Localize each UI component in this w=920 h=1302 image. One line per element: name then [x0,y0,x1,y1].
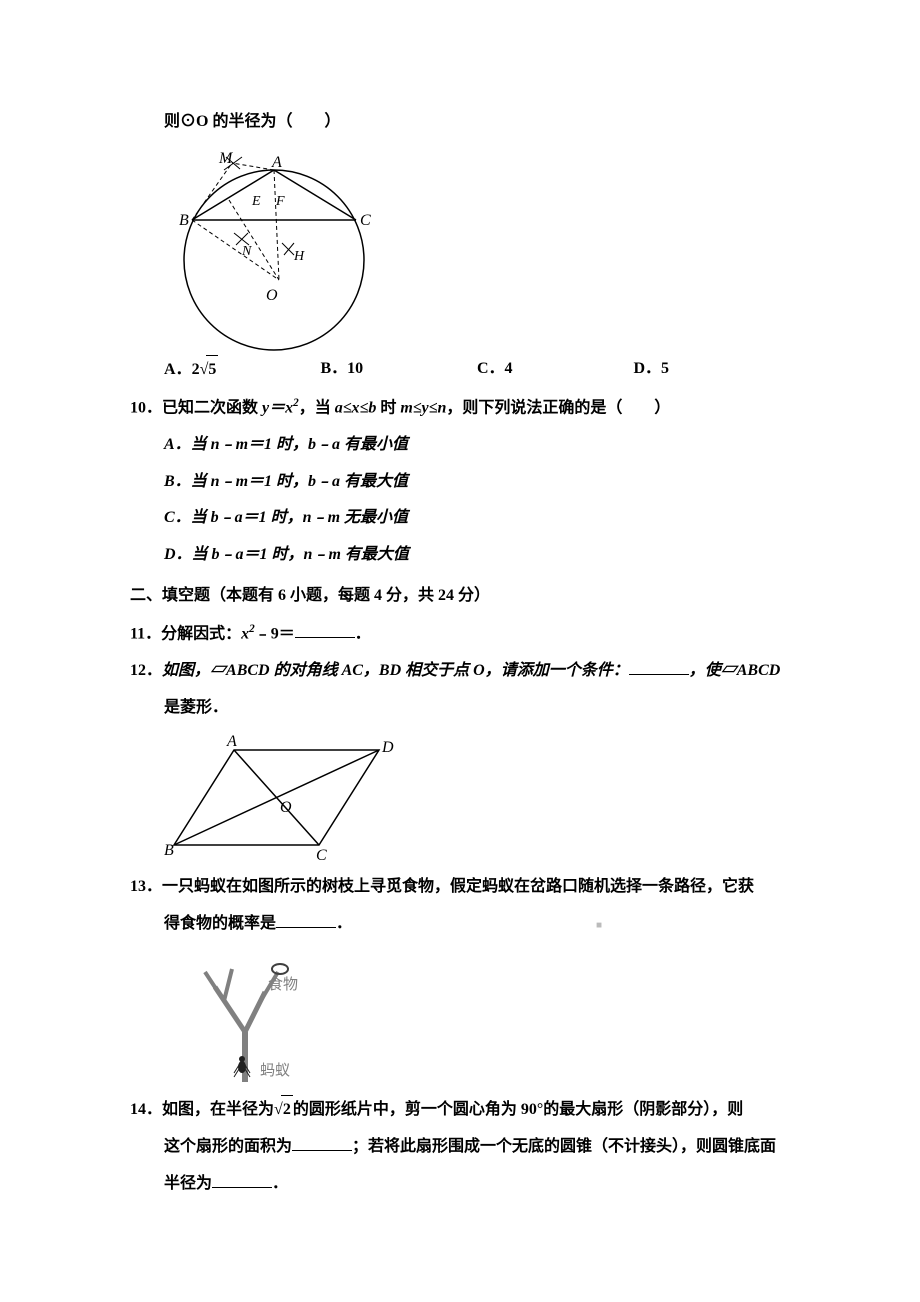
svg-text:A: A [226,733,237,750]
q9-opt-a: A．2√5 [164,355,321,385]
q14-line2: 这个扇形的面积为；若将此扇形围成一个无底的圆锥（不计接头），则圆锥底面 [164,1133,790,1162]
q12-line1: 12．如图，▱ABCD 的对角线 AC，BD 相交于点 O，请添加一个条件：，使… [130,657,790,686]
svg-text:C: C [360,212,371,229]
q14-blank1[interactable] [292,1134,352,1151]
q12-blank[interactable] [629,658,689,675]
q14-blank2[interactable] [212,1171,272,1188]
svg-text:E: E [251,194,261,209]
svg-text:F: F [275,194,285,209]
svg-text:H: H [293,249,305,264]
q13-diagram: 食物 蚂蚁 [190,947,320,1087]
q9-opt-b: B．10 [321,355,478,385]
svg-text:A: A [271,154,282,171]
q9-opt-c: C．4 [477,355,634,385]
q13-line1: 13．一只蚂蚁在如图所示的树枝上寻觅食物，假定蚂蚁在岔路口随机选择一条路径，它获 [130,873,790,902]
svg-text:O: O [266,287,278,304]
svg-text:O: O [280,799,292,816]
svg-text:C: C [316,847,327,864]
svg-text:蚂蚁: 蚂蚁 [260,1062,290,1079]
q9-diagram: M A B C E F N H O [164,145,384,355]
svg-text:N: N [241,244,252,259]
q9-options: A．2√5 B．10 C．4 D．5 [164,355,790,385]
svg-text:B: B [179,212,189,229]
svg-text:D: D [381,739,394,756]
svg-text:B: B [164,842,174,859]
q10-opt-a: A．当 n﹣m＝1 时，b﹣a 有最小值 [164,431,790,460]
q12-diagram: A D B C O [164,730,404,865]
q10-stem: 10．已知二次函数 y＝x2，当 a≤x≤b 时 m≤y≤n，则下列说法正确的是… [130,393,790,423]
q12-line2: 是菱形． [164,694,790,723]
q10-opt-c: C．当 b﹣a＝1 时，n﹣m 无最小值 [164,504,790,533]
q11-blank[interactable] [295,621,355,638]
page-watermark: ■ [596,920,602,931]
q13-line2: 得食物的概率是． ■ [164,910,790,939]
svg-text:M: M [218,150,234,167]
q9-opt-d: D．5 [634,355,791,385]
q11: 11．分解因式：x2﹣9＝． [130,619,790,649]
q13-blank[interactable] [276,911,336,928]
section2-title: 二、填空题（本题有 6 小题，每题 4 分，共 24 分） [130,582,790,611]
q9-stem-tail: 则⊙O 的半径为（ ） [164,108,790,137]
q10-opt-d: D．当 b﹣a＝1 时，n﹣m 有最大值 [164,541,790,570]
q14-line3: 半径为． [164,1170,790,1199]
q10-opt-b: B．当 n﹣m＝1 时，b﹣a 有最大值 [164,468,790,497]
q14-line1: 14．如图，在半径为√2的圆形纸片中，剪一个圆心角为 90°的最大扇形（阴影部分… [130,1095,790,1125]
exam-page: 则⊙O 的半径为（ ） M A B C E F N H O A．2√5 B．10… [0,0,920,1302]
svg-text:食物: 食物 [268,976,298,993]
